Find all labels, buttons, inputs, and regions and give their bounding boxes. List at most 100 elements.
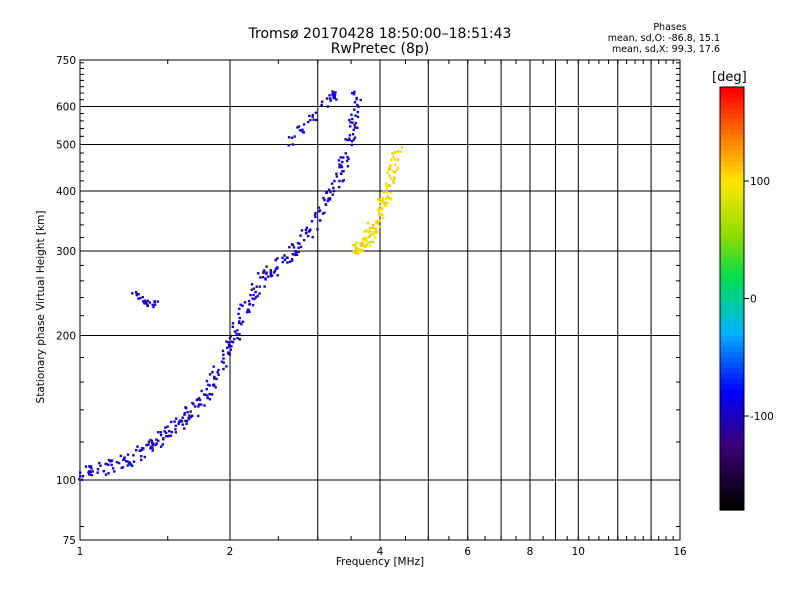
o-mode-point [353,126,357,129]
o-mode-point [164,435,168,438]
colorbar-segment [720,250,744,257]
o-mode-point [247,308,250,312]
o-mode-point [145,443,148,447]
o-mode-point [205,379,209,383]
colorbar-segment [720,488,744,495]
o-mode-point [188,414,191,417]
o-mode-point [297,246,300,250]
o-mode-point [302,238,306,242]
o-mode-point [333,93,337,96]
o-mode-point [228,345,231,348]
o-mode-point [335,175,339,178]
o-mode-point [295,253,299,257]
x-mode-point [368,229,371,232]
o-mode-point [174,424,177,428]
x-mode-point [384,201,387,204]
o-mode-point [329,99,332,102]
o-mode-point [99,464,102,467]
o-mode-point [203,404,206,407]
o-mode-point [200,403,203,406]
o-mode-point [78,475,82,478]
o-mode-point [308,229,312,232]
colorbar-segment [720,208,744,215]
o-mode-point [230,345,233,348]
o-mode-point [151,303,154,307]
o-mode-point [102,469,105,473]
o-mode-point [316,228,319,231]
x-mode-point [367,231,371,234]
o-mode-point [350,91,354,95]
o-mode-point [153,300,156,303]
data-points [78,90,404,481]
x-mode-point [378,210,381,213]
x-mode-point [385,184,388,188]
o-mode-point [318,209,322,212]
colorbar-segment [720,298,744,305]
o-mode-point [251,297,254,300]
x-mode-point [389,177,393,180]
x-mode-point [392,155,395,159]
x-mode-point [378,211,381,215]
colorbar-segment [720,330,744,337]
colorbar-segment [720,203,744,210]
x-mode-point [389,191,392,194]
colorbar-segment [720,499,744,506]
o-mode-point [131,292,134,295]
o-mode-point [181,416,184,419]
colorbar-segment [720,446,744,453]
colorbar-segment [720,504,744,511]
o-mode-point [174,431,178,434]
o-mode-point [310,220,314,223]
o-mode-point [146,299,150,302]
o-mode-point [290,136,294,140]
o-mode-point [225,340,228,343]
o-mode-point [342,169,345,173]
o-mode-point [318,219,322,222]
o-mode-point [324,203,328,206]
o-mode-point [143,299,147,302]
x-mode-point [393,158,397,161]
o-mode-point [354,114,357,117]
o-mode-point [90,467,93,470]
o-mode-point [121,466,125,469]
o-mode-point [254,290,257,294]
o-mode-point [221,349,225,353]
colorbar-segment [720,161,744,167]
o-mode-point [227,352,230,356]
x-mode-point [395,168,399,171]
o-mode-point [231,340,235,344]
colorbar-segment [720,176,744,183]
o-mode-point [351,133,355,136]
o-mode-point [263,285,266,288]
x-mode-point [354,244,357,247]
o-mode-point [264,277,267,280]
o-mode-point [126,460,129,463]
o-mode-point [292,246,296,249]
colorbar-segment [720,398,744,405]
o-mode-point [331,93,334,97]
o-mode-point [356,103,359,107]
o-mode-point [272,271,276,274]
o-mode-point [339,172,343,176]
o-mode-point [320,103,323,107]
x-tick-label: 1 [77,546,84,558]
o-mode-point [170,420,173,424]
o-mode-point [151,446,154,449]
colorbar-segment [720,441,744,448]
o-mode-point [287,144,290,147]
x-mode-point [392,181,396,184]
x-mode-point [382,190,385,194]
o-mode-point [248,302,252,306]
o-mode-point [347,157,350,161]
x-mode-point [382,199,385,203]
o-mode-point [344,152,347,155]
o-mode-point [181,423,184,426]
o-mode-point [87,471,91,474]
o-mode-point [237,312,240,316]
o-mode-point [173,420,176,423]
o-mode-point [286,261,289,264]
colorbar-segment [720,303,744,310]
o-mode-point [266,275,270,278]
x-mode-point [387,196,390,199]
o-mode-point [229,334,233,338]
